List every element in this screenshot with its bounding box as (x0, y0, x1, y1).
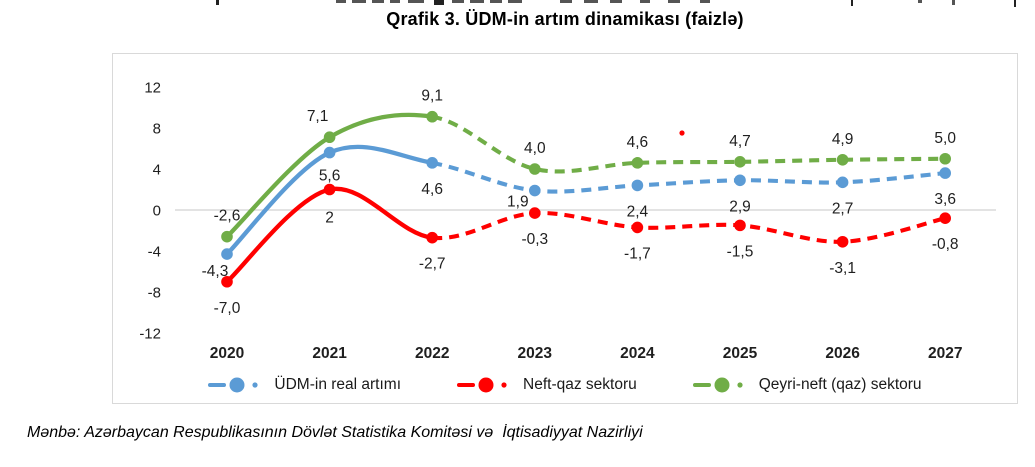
legend-dash-circle-dot-icon (457, 377, 507, 393)
x-axis-year-label: 2024 (620, 345, 655, 362)
legend-item-neft-qaz-sektoru: Neft-qaz sektoru (457, 376, 637, 394)
data-point-marker (221, 275, 233, 288)
data-point-marker (631, 157, 644, 169)
data-point-marker (939, 212, 951, 224)
data-point-label: 9,1 (421, 88, 443, 105)
data-point-label: -0,8 (932, 236, 959, 253)
legend-dash-circle-dot-icon (208, 377, 259, 393)
source-note: Mənbə: Azərbaycan Respublikasının Dövlət… (27, 424, 643, 441)
data-point-label: -1,5 (727, 243, 754, 260)
data-point-marker (221, 230, 233, 243)
y-axis-tick-label: 0 (153, 203, 161, 220)
legend-item-udm-real-artimi: ÜDM-in real artımı (208, 376, 401, 394)
data-point-label: 4,9 (832, 131, 854, 148)
data-point-marker (631, 221, 644, 234)
stray-red-dot-artifact (679, 130, 685, 136)
series-line-dashed-forecast (431, 114, 946, 174)
x-axis-year-label: 2023 (518, 345, 553, 362)
data-point-label: -7,0 (214, 300, 241, 317)
data-point-label: 4,6 (421, 181, 443, 198)
data-point-marker (734, 156, 746, 168)
legend-label: Qeyri-neft (qaz) sektoru (758, 376, 922, 393)
data-point-label: 7,1 (307, 108, 329, 125)
data-point-marker (529, 207, 541, 219)
legend-item-qeyri-neft-sektoru: Qeyri-neft (qaz) sektoru (692, 376, 922, 394)
data-point-marker (323, 146, 336, 159)
data-point-marker (836, 153, 849, 166)
chart-container: 12 8 4 0 -4 -8 -12 2020 2021 2022 2023 2024 2025 2026… (112, 53, 1018, 404)
x-axis-year-label: 2027 (928, 345, 962, 362)
data-point-marker (734, 174, 746, 187)
data-point-label: 2,7 (832, 200, 854, 217)
data-point-label: 4,0 (524, 140, 546, 157)
gdp-growth-line-chart: 12 8 4 0 -4 -8 -12 2020 2021 2022 2023 2024 2025 2026… (139, 80, 996, 362)
data-point-label: 5,6 (319, 168, 341, 185)
y-axis-tick-label: 12 (144, 80, 161, 97)
data-point-marker (323, 183, 336, 196)
data-point-label: -3,1 (829, 260, 856, 277)
data-point-marker (836, 176, 849, 189)
data-point-label: -0,3 (521, 231, 548, 248)
data-point-label: 4,7 (729, 133, 751, 150)
data-point-marker (631, 179, 644, 192)
x-axis-year-label: 2025 (723, 345, 758, 362)
data-point-marker (221, 248, 233, 260)
data-point-label: 5,0 (934, 130, 956, 147)
x-axis-year-label: 2026 (825, 345, 860, 362)
data-point-marker (734, 219, 746, 232)
data-point-label: 3,6 (934, 191, 956, 208)
data-point-marker (529, 184, 541, 197)
data-point-label: 2,9 (729, 198, 751, 215)
data-point-marker (426, 157, 439, 169)
data-point-label: 4,6 (627, 134, 649, 151)
x-axis-year-label: 2021 (312, 345, 347, 362)
chart-title: Qrafik 3. ÜDM-in artım dinamikası (faizl… (386, 9, 744, 29)
data-point-label: 2,4 (627, 203, 649, 220)
y-axis-tick-label: -8 (148, 285, 161, 302)
data-point-marker (426, 110, 439, 123)
legend-dash-circle-dot-icon (692, 377, 743, 393)
data-point-marker (323, 131, 336, 144)
data-point-marker (939, 167, 951, 179)
legend-label: ÜDM-in real artımı (274, 376, 402, 393)
series-line-dashed-forecast (431, 160, 946, 194)
x-axis-year-label: 2022 (415, 345, 449, 362)
data-point-marker (836, 235, 849, 248)
legend-label: Neft-qaz sektoru (523, 376, 637, 393)
x-axis-year-label: 2020 (210, 345, 244, 362)
data-point-label: 1,9 (507, 194, 529, 211)
y-axis-tick-label: 4 (153, 162, 161, 179)
data-point-marker (939, 152, 951, 165)
data-point-marker (426, 231, 439, 244)
data-point-label: -2,6 (214, 208, 241, 225)
data-point-label: -1,7 (624, 245, 651, 262)
y-axis-tick-label: -12 (139, 326, 161, 343)
data-point-label: 2 (325, 210, 334, 227)
data-point-marker (529, 163, 541, 175)
data-point-label: -2,7 (419, 256, 446, 273)
data-point-label: -4,3 (202, 263, 229, 280)
y-axis-tick-label: -4 (148, 244, 161, 261)
y-axis-tick-label: 8 (153, 121, 161, 138)
series-line-dashed-forecast (431, 210, 946, 244)
chart-legend: ÜDM-in real artımı Neft-qaz sektoru Qeyr… (113, 376, 1017, 394)
